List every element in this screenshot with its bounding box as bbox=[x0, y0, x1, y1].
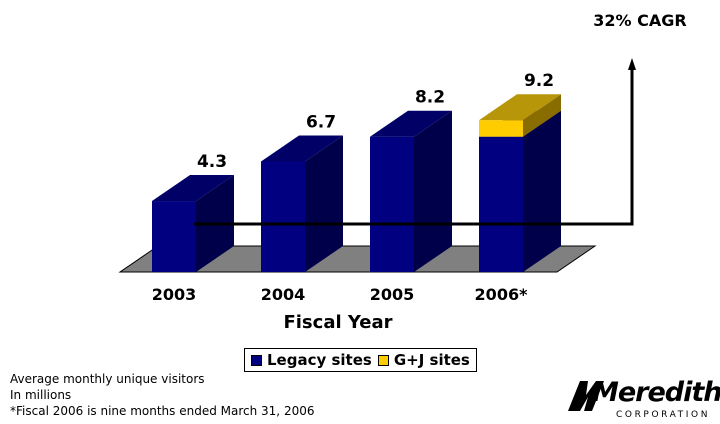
bar-legacy-1-side bbox=[305, 135, 343, 272]
data-label-1: 6.7 bbox=[306, 112, 336, 132]
logo-m-mark bbox=[568, 381, 604, 411]
data-label-3: 9.2 bbox=[524, 71, 554, 91]
chart-legend: Legacy sites G+J sites bbox=[244, 348, 477, 372]
footnotes: Average monthly unique visitors In milli… bbox=[10, 371, 314, 419]
cagr-arrow-line bbox=[194, 68, 634, 226]
x-tick-label-1: 2004 bbox=[261, 285, 306, 304]
cagr-arrow-head bbox=[628, 58, 636, 70]
meredith-logo: Meredith CORPORATION bbox=[566, 377, 720, 423]
bar-gj-3-front bbox=[479, 120, 523, 137]
note-fiscal: *Fiscal 2006 is nine months ended March … bbox=[10, 404, 315, 418]
logo-wordmark: Meredith bbox=[592, 377, 720, 408]
data-label-2: 8.2 bbox=[415, 88, 445, 108]
legend-swatch-legacy bbox=[251, 354, 262, 366]
bar-gj-3-top bbox=[479, 94, 561, 121]
cagr-annotation: 32% CAGR bbox=[593, 11, 686, 30]
bar-legacy-3-front bbox=[479, 136, 523, 272]
legend-swatch-gj bbox=[377, 354, 389, 366]
legend-label-legacy: Legacy sites bbox=[267, 351, 372, 369]
bar-legacy-1-top bbox=[261, 135, 343, 162]
bar-legacy-2-side bbox=[414, 110, 452, 272]
bar-legacy-3-side bbox=[523, 110, 561, 272]
bar-legacy-0-top bbox=[152, 175, 234, 202]
bar-gj-3-side bbox=[523, 94, 561, 137]
legend-item-gj: G+J sites bbox=[377, 351, 470, 369]
bar-legacy-2-front bbox=[370, 136, 414, 272]
legend-label-gj: G+J sites bbox=[393, 351, 470, 369]
x-tick-label-2: 2005 bbox=[370, 285, 415, 304]
bar-legacy-1-front bbox=[261, 161, 305, 272]
note-metric: Average monthly unique visitors bbox=[10, 372, 205, 386]
legend-item-legacy: Legacy sites bbox=[251, 351, 372, 369]
data-label-0: 4.3 bbox=[197, 152, 227, 172]
note-units: In millions bbox=[10, 388, 72, 402]
logo-subtitle: CORPORATION bbox=[616, 410, 711, 420]
bar-legacy-0-front bbox=[152, 201, 196, 272]
x-tick-label-0: 2003 bbox=[152, 285, 197, 304]
x-axis-title: Fiscal Year bbox=[283, 312, 392, 333]
bar-legacy-2-top bbox=[370, 110, 452, 137]
x-tick-label-3: 2006* bbox=[475, 285, 529, 304]
